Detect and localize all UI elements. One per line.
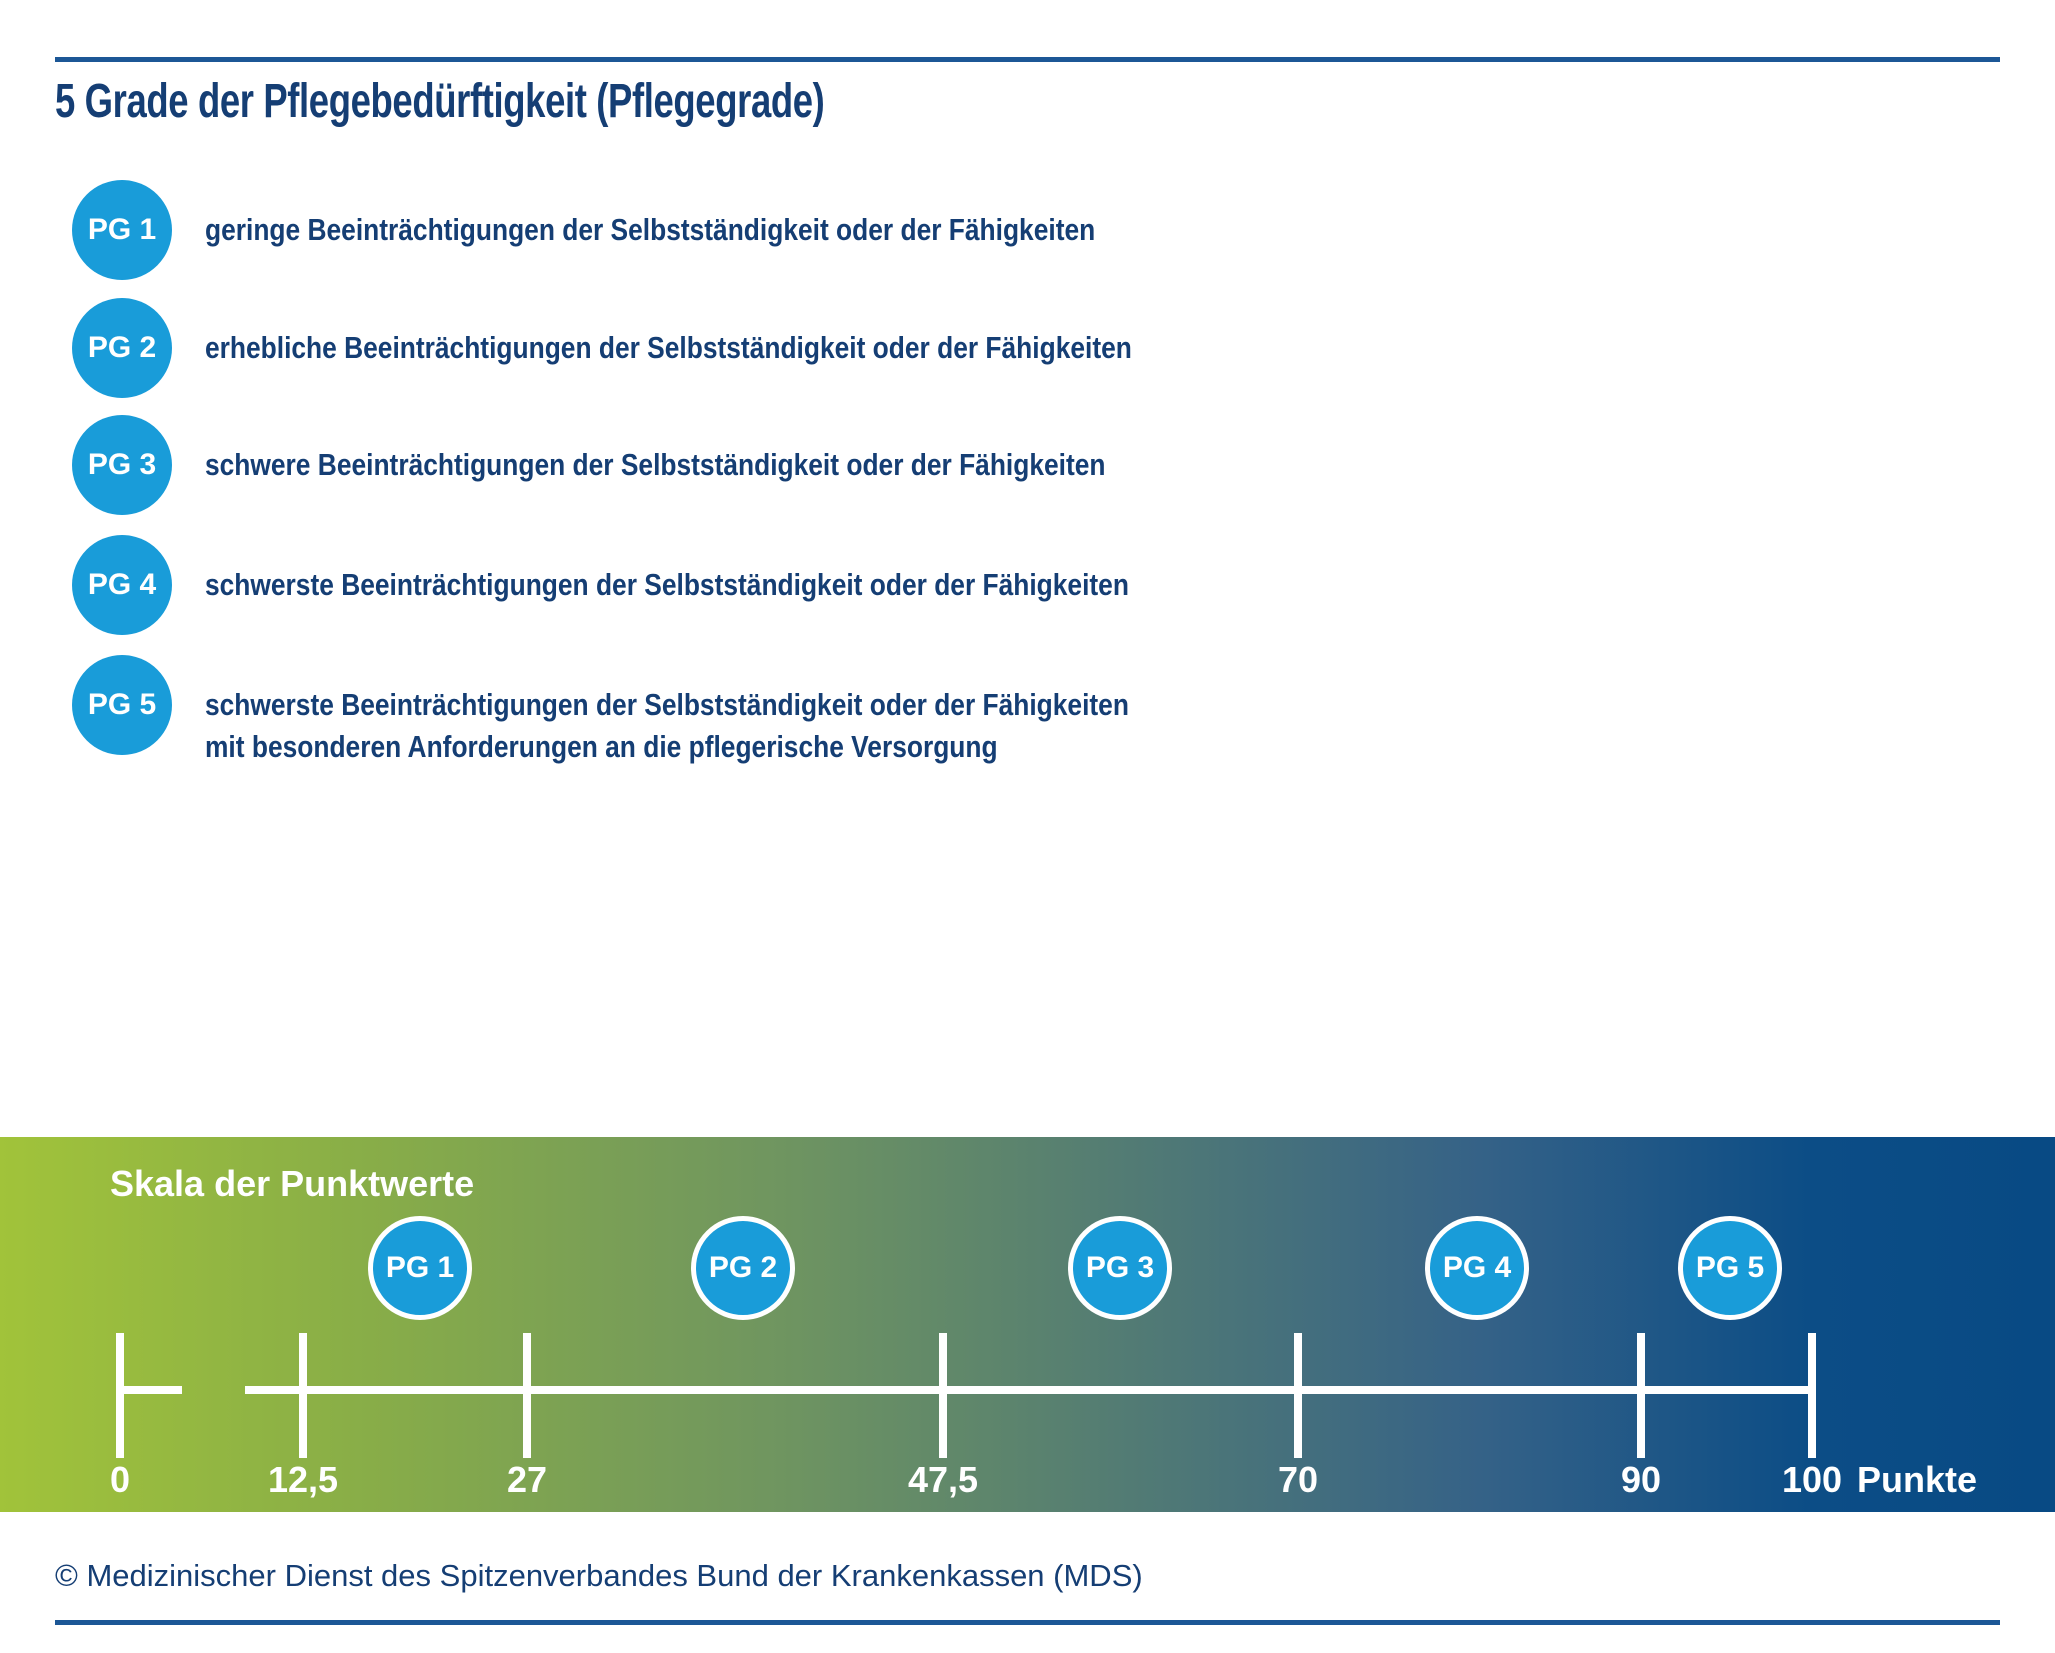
bottom-divider [55, 1620, 2000, 1625]
grade-badge-label: PG 1 [87, 213, 157, 246]
tick-label: 27 [506, 1459, 548, 1500]
scale-tick-12-5 [299, 1333, 307, 1458]
points-scale-band: Skala der Punktwerte PG 1 PG 2 PG 3 PG 4… [0, 1137, 2055, 1512]
grade-description: schwerste Beeinträchtigungen der Selbsts… [205, 567, 1129, 602]
tick-label: 47,5 [907, 1459, 979, 1500]
top-divider [55, 57, 2000, 62]
scale-marker-label: PG 3 [1085, 1251, 1155, 1284]
scale-heading: Skala der Punktwerte [110, 1163, 475, 1204]
page-title: 5 Grade der Pflegebedürftigkeit (Pflegeg… [55, 75, 825, 128]
scale-tick-47-5 [939, 1333, 947, 1458]
grade-badge-label: PG 4 [87, 568, 157, 601]
tick-label: 90 [1620, 1459, 1662, 1500]
grade-badge-label: PG 5 [87, 688, 157, 721]
scale-marker-pg4: PG 4 [1425, 1216, 1529, 1320]
grade-badge-pg2: PG 2 [72, 298, 172, 398]
grade-badge-label: PG 2 [87, 331, 157, 364]
scale-tick-90 [1637, 1333, 1645, 1458]
scale-axis [245, 1386, 1816, 1394]
scale-unit-label: Punkte [1857, 1459, 1978, 1500]
tick-label: 0 [109, 1459, 131, 1500]
scale-marker-pg5: PG 5 [1678, 1216, 1782, 1320]
scale-axis-stub [116, 1386, 182, 1394]
tick-label: 12,5 [267, 1459, 339, 1500]
scale-tick-0 [116, 1333, 124, 1458]
grade-description: schwerste Beeinträchtigungen der Selbsts… [205, 687, 1129, 764]
grade-badge-label: PG 3 [87, 448, 157, 481]
grade-badge-pg4: PG 4 [72, 535, 172, 635]
scale-marker-label: PG 5 [1695, 1251, 1765, 1284]
scale-marker-pg2: PG 2 [691, 1216, 795, 1320]
scale-marker-pg3: PG 3 [1068, 1216, 1172, 1320]
scale-tick-100 [1808, 1333, 1816, 1458]
grade-description: geringe Beeinträchtigungen der Selbststä… [205, 212, 1096, 247]
scale-tick-27 [523, 1333, 531, 1458]
scale-marker-label: PG 4 [1442, 1251, 1512, 1284]
grade-badge-pg3: PG 3 [72, 415, 172, 515]
tick-label: 70 [1277, 1459, 1319, 1500]
grade-description: erhebliche Beeinträchtigungen der Selbst… [205, 330, 1132, 365]
copyright: © Medizinischer Dienst des Spitzenverban… [55, 1558, 1143, 1593]
scale-marker-pg1: PG 1 [368, 1216, 472, 1320]
tick-label: 100 [1781, 1459, 1843, 1500]
grade-badge-pg5: PG 5 [72, 655, 172, 755]
grade-description: schwere Beeinträchtigungen der Selbststä… [205, 447, 1106, 482]
scale-tick-70 [1294, 1333, 1302, 1458]
scale-marker-label: PG 2 [708, 1251, 778, 1284]
grade-badge-pg1: PG 1 [72, 180, 172, 280]
scale-marker-label: PG 1 [385, 1251, 455, 1284]
